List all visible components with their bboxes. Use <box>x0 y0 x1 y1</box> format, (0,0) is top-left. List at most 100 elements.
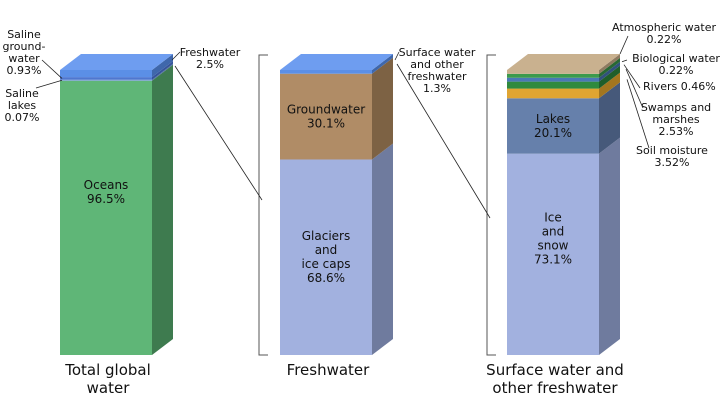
label-swamps-line: 2.53% <box>659 125 694 138</box>
segment-atmospheric-side <box>599 54 620 74</box>
leader-rivers <box>623 64 641 89</box>
column-surface-top-face <box>507 54 620 70</box>
label-biological: Biological water 0.22% <box>632 52 720 77</box>
caption-total-line: water <box>87 379 131 397</box>
label-soil_moisture: Soil moisture 3.52% <box>636 144 708 169</box>
label-saline_lakes: Saline lakes 0.07% <box>5 87 40 124</box>
surface-bracket <box>486 54 496 356</box>
leader-saline_lakes <box>35 79 63 89</box>
label-ice_snow: Ice and snow 73.1% <box>534 210 572 266</box>
segment-oceans <box>60 80 152 356</box>
segment-lakes <box>507 98 599 154</box>
segment-glaciers-side <box>372 143 393 355</box>
column-freshwater-top-face <box>280 54 393 70</box>
label-saline_groundwater-line: water <box>8 52 40 65</box>
label-groundwater-line: 30.1% <box>307 117 345 131</box>
caption-freshwater-line: Freshwater <box>287 361 370 379</box>
label-oceans-line: Oceans <box>84 178 129 192</box>
label-saline_lakes-line: lakes <box>8 99 37 112</box>
leader-swamps <box>625 68 644 109</box>
segment-glaciers <box>280 159 372 355</box>
label-swamps: Swamps and marshes 2.53% <box>641 101 711 138</box>
label-rivers-line: Rivers 0.46% <box>643 80 716 93</box>
label-atmospheric: Atmospheric water 0.22% <box>612 21 716 46</box>
label-swamps-line: marshes <box>652 113 699 126</box>
label-saline_groundwater-line: 0.93% <box>7 64 42 77</box>
label-saline_lakes-line: 0.07% <box>5 111 40 124</box>
label-freshwater-line: 2.5% <box>196 58 224 71</box>
column-surface <box>507 54 620 355</box>
column-freshwater <box>280 54 393 355</box>
label-groundwater: Groundwater 30.1% <box>287 103 365 131</box>
segment-rivers <box>507 77 599 82</box>
label-surface_other: Surface water and other freshwater 1.3% <box>399 46 476 95</box>
segment-atmospheric <box>507 70 599 74</box>
segment-freshwater-side <box>152 54 173 78</box>
segment-oceans-side <box>152 64 173 356</box>
label-oceans-line: 96.5% <box>87 192 125 206</box>
label-surface_other-line: and other <box>410 58 464 71</box>
leader-freshwater <box>171 51 181 61</box>
segment-ice_snow-side <box>599 137 620 355</box>
label-groundwater-line: Groundwater <box>287 103 365 117</box>
column-total-top-face <box>60 54 173 70</box>
label-glaciers-line: 68.6% <box>307 271 345 285</box>
freshwater-bracket <box>258 54 268 356</box>
segment-rivers-side <box>599 61 620 82</box>
label-swamps-line: Swamps and <box>641 101 711 114</box>
segment-surface_other <box>280 70 372 74</box>
label-ice_snow-line: and <box>542 224 565 238</box>
segment-freshwater <box>60 70 152 78</box>
label-biological-line: Biological water <box>632 52 720 65</box>
segment-groundwater-side <box>372 57 393 160</box>
label-glaciers-line: ice caps <box>302 257 351 271</box>
label-rivers: Rivers 0.46% <box>643 80 716 93</box>
connector-freshwater-to-surface <box>396 63 491 219</box>
label-lakes-line: 20.1% <box>534 126 572 140</box>
label-freshwater: Freshwater 2.5% <box>180 46 241 71</box>
label-oceans: Oceans 96.5% <box>84 178 129 206</box>
label-glaciers: Glaciers and ice caps 68.6% <box>302 229 351 285</box>
label-surface_other-line: freshwater <box>408 70 467 83</box>
label-saline_groundwater-line: ground- <box>3 40 46 53</box>
caption-freshwater: Freshwater <box>287 361 370 379</box>
connector-total-to-freshwater <box>174 65 263 201</box>
segment-saline_groundwater-side <box>152 61 173 80</box>
label-saline_groundwater: Saline ground-water 0.93% <box>3 28 46 77</box>
label-saline_groundwater-line: Saline <box>7 28 41 41</box>
label-lakes-line: Lakes <box>536 112 570 126</box>
caption-surface-line: other freshwater <box>492 379 618 397</box>
leader-soil_moisture <box>626 79 650 149</box>
label-lakes: Lakes 20.1% <box>534 112 572 140</box>
label-glaciers-line: and <box>315 243 338 257</box>
segment-swamps <box>507 81 599 89</box>
label-surface_other-line: 1.3% <box>423 82 451 95</box>
segment-soil_moisture-side <box>599 72 620 99</box>
label-glaciers-line: Glaciers <box>302 229 351 243</box>
caption-surface: Surface water and other freshwater <box>486 361 624 397</box>
segment-swamps-side <box>599 65 620 89</box>
segment-biological-side <box>599 57 620 78</box>
label-atmospheric-line: Atmospheric water <box>612 21 716 34</box>
label-soil_moisture-line: 3.52% <box>655 156 690 169</box>
label-ice_snow-line: snow <box>537 238 568 252</box>
segment-saline_lakes-side <box>152 63 173 81</box>
label-ice_snow-line: Ice <box>544 210 562 224</box>
segment-biological <box>507 73 599 78</box>
segment-saline_lakes <box>60 79 152 81</box>
leader-biological <box>621 59 628 63</box>
label-biological-line: 0.22% <box>659 64 694 77</box>
label-freshwater-line: Freshwater <box>180 46 241 59</box>
segment-soil_moisture <box>507 88 599 99</box>
segment-groundwater <box>280 73 372 160</box>
caption-surface-line: Surface water and <box>486 361 624 379</box>
leader-saline_groundwater <box>41 59 63 79</box>
segment-ice_snow <box>507 153 599 355</box>
leader-atmospheric <box>619 35 629 55</box>
label-atmospheric-line: 0.22% <box>647 33 682 46</box>
label-ice_snow-line: 73.1% <box>534 252 572 266</box>
leader-surface_other <box>394 51 400 61</box>
column-total <box>60 54 173 356</box>
caption-total: Total global water <box>64 361 151 397</box>
